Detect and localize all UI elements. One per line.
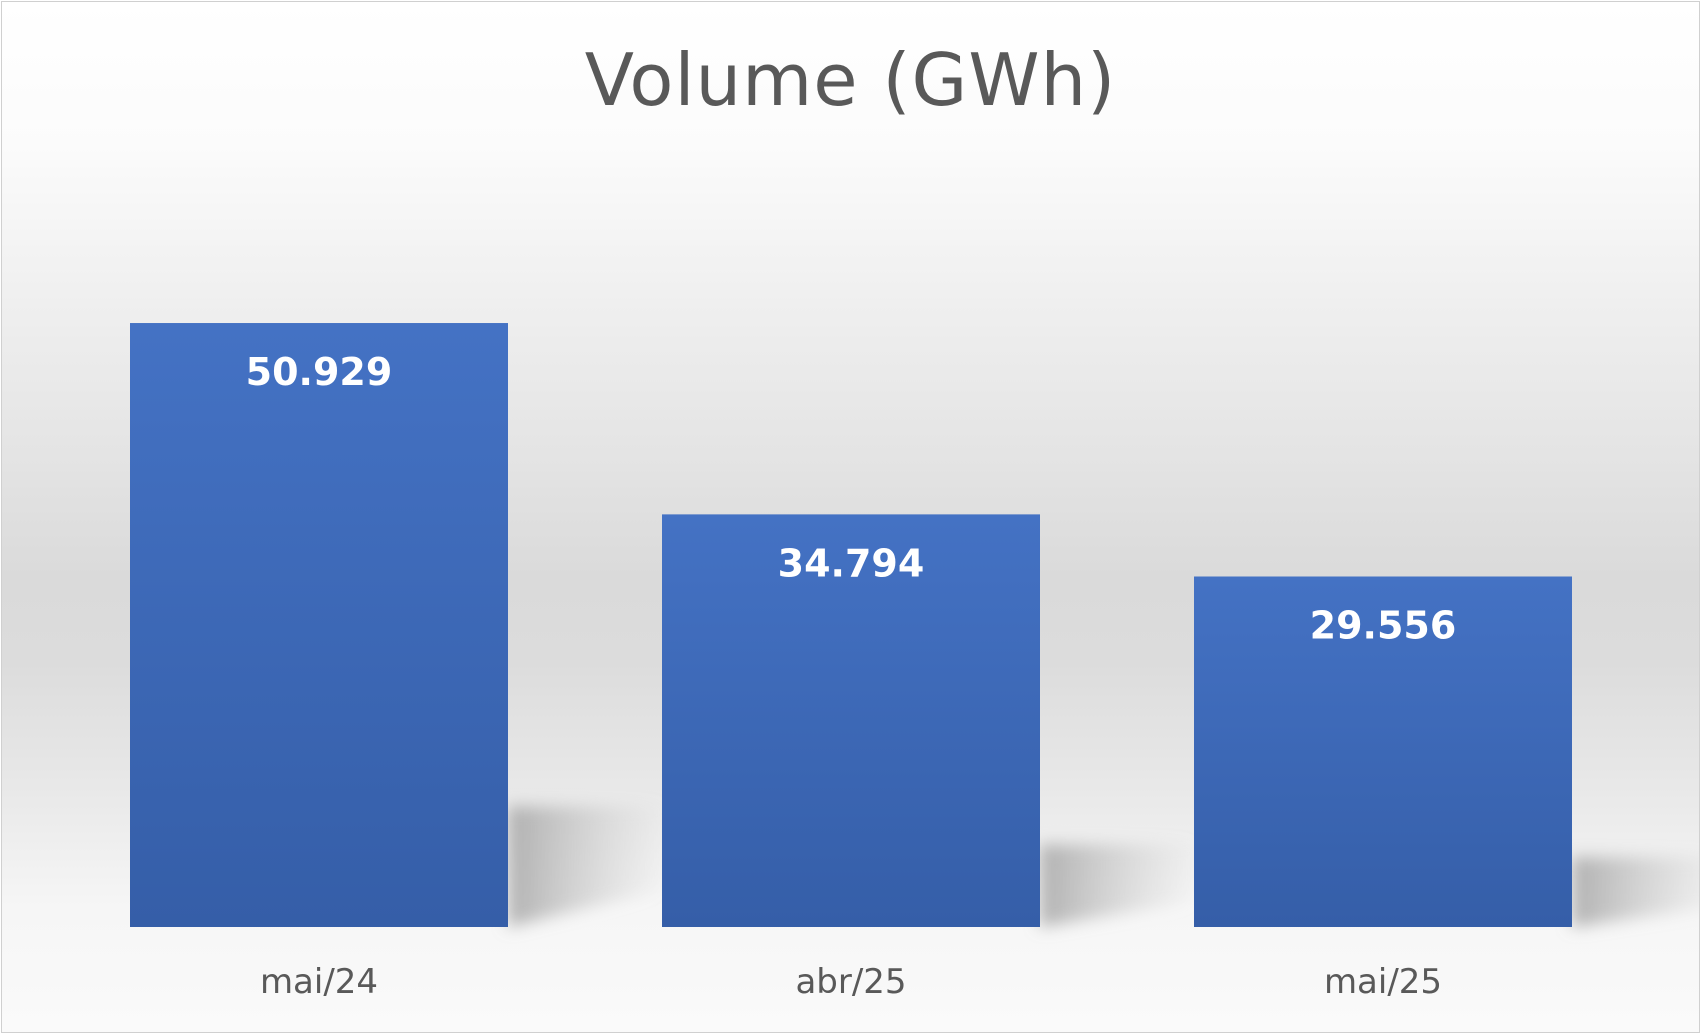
data-label: 34.794 bbox=[778, 541, 925, 585]
bars bbox=[130, 323, 1572, 927]
bar-mai-25 bbox=[1194, 576, 1572, 927]
chart-title: Volume (GWh) bbox=[584, 38, 1117, 122]
category-labels: mai/24 abr/25 mai/25 bbox=[260, 962, 1442, 1002]
bar-mai-24 bbox=[130, 323, 508, 927]
data-label: 50.929 bbox=[246, 350, 393, 394]
category-label: abr/25 bbox=[795, 962, 906, 1002]
bar-abr-25 bbox=[662, 514, 1040, 927]
category-label: mai/25 bbox=[1324, 962, 1442, 1002]
category-label: mai/24 bbox=[260, 962, 378, 1002]
value-labels: 50.929 34.794 29.556 bbox=[246, 350, 1457, 647]
bar-shadow bbox=[1572, 856, 1699, 927]
bar-shadow bbox=[508, 806, 668, 927]
data-label: 29.556 bbox=[1310, 603, 1457, 647]
bar-shadows bbox=[508, 806, 1699, 927]
bar-shadow bbox=[1040, 844, 1200, 927]
